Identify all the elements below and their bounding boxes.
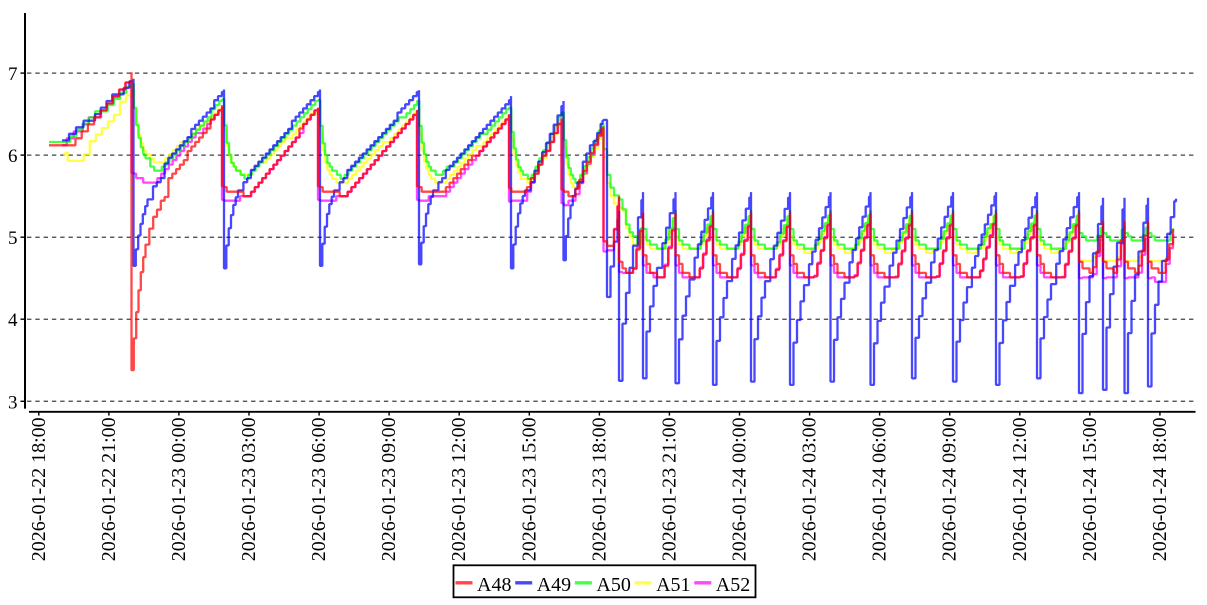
svg-text:2026-01-23 03:00: 2026-01-23 03:00 xyxy=(238,417,260,561)
svg-text:A49: A49 xyxy=(537,574,571,596)
svg-text:6: 6 xyxy=(8,146,18,167)
svg-text:7: 7 xyxy=(8,64,18,85)
svg-text:A51: A51 xyxy=(656,574,690,596)
svg-text:2026-01-23 00:00: 2026-01-23 00:00 xyxy=(168,417,190,561)
svg-text:2026-01-23 12:00: 2026-01-23 12:00 xyxy=(448,417,470,561)
svg-text:2026-01-23 21:00: 2026-01-23 21:00 xyxy=(658,417,680,561)
svg-text:A50: A50 xyxy=(596,574,630,596)
svg-text:2026-01-22 21:00: 2026-01-22 21:00 xyxy=(98,417,120,561)
svg-text:2026-01-24 15:00: 2026-01-24 15:00 xyxy=(1079,417,1101,561)
svg-text:A48: A48 xyxy=(477,574,511,596)
svg-text:2026-01-24 00:00: 2026-01-24 00:00 xyxy=(729,417,751,561)
svg-text:2026-01-23 06:00: 2026-01-23 06:00 xyxy=(308,417,330,561)
svg-text:2026-01-24 12:00: 2026-01-24 12:00 xyxy=(1009,417,1031,561)
svg-text:3: 3 xyxy=(8,392,18,413)
svg-text:A52: A52 xyxy=(716,574,750,596)
svg-text:2026-01-23 15:00: 2026-01-23 15:00 xyxy=(518,417,540,561)
svg-text:4: 4 xyxy=(8,310,18,331)
svg-text:2026-01-24 06:00: 2026-01-24 06:00 xyxy=(869,417,891,561)
svg-text:5: 5 xyxy=(8,228,18,249)
svg-text:2026-01-23 09:00: 2026-01-23 09:00 xyxy=(378,417,400,561)
svg-text:2026-01-23 18:00: 2026-01-23 18:00 xyxy=(588,417,610,561)
svg-text:2026-01-24 09:00: 2026-01-24 09:00 xyxy=(939,417,961,561)
svg-text:2026-01-24 18:00: 2026-01-24 18:00 xyxy=(1149,417,1171,561)
svg-text:2026-01-22 18:00: 2026-01-22 18:00 xyxy=(28,417,50,561)
svg-text:2026-01-24 03:00: 2026-01-24 03:00 xyxy=(799,417,821,561)
